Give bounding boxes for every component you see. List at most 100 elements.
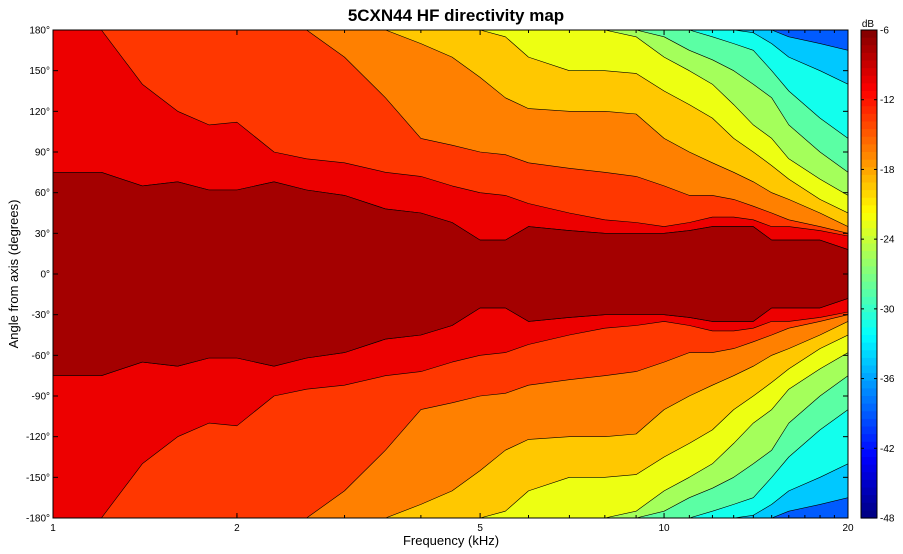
colorbar-segment [861,213,877,222]
colorbar-segment [861,335,877,344]
colorbar-tick-label: -18 [880,165,895,176]
chart-title: 5CXN44 HF directivity map [348,6,564,25]
colorbar-segment [861,106,877,115]
colorbar-segment [861,60,877,69]
x-tick-label: 5 [477,523,483,534]
colorbar-segment [861,174,877,184]
colorbar-segment [861,502,877,511]
colorbar-segment [861,83,877,92]
plot-area [53,30,848,518]
colorbar-segment [861,289,877,298]
colorbar-segment [861,418,877,428]
colorbar-segment [861,472,877,481]
y-tick-label: 30° [35,229,50,240]
y-tick-label: -180° [26,514,50,525]
colorbar-segment [861,487,877,496]
axes-frame: 1 2 5 10 20 -180° -150° -120° -90° -60° -30° 0° 30° 6… [26,26,854,535]
colorbar-segment [861,296,877,306]
colorbar-segment [861,121,877,130]
colorbar-segment [861,449,877,458]
colorbar-segment [861,68,877,77]
colorbar-tick-label: -36 [880,374,895,385]
colorbar-segment [861,327,877,336]
y-axis-label: Angle from axis (degrees) [6,200,21,349]
x-tick-label: 1 [50,523,56,534]
colorbar-segment [861,266,877,275]
colorbar-segment [861,457,877,466]
y-tick-label: 60° [35,188,50,199]
colorbar-segment [861,235,877,245]
colorbar-segment [861,113,877,123]
colorbar-segment [861,167,877,176]
colorbar-segment [861,411,877,420]
colorbar-segment [861,434,877,443]
colorbar-tick-label: -42 [880,444,895,455]
colorbar-segment [861,426,877,435]
colorbar-segment [861,365,877,374]
colorbar-border [860,29,878,519]
colorbar-segment [861,190,877,199]
colorbar-unit-label: dB [862,19,875,30]
colorbar-segment [861,357,877,367]
colorbar-segment [861,136,877,145]
y-tick-label: -120° [26,432,50,443]
y-tick-label: -90° [32,392,50,403]
colorbar-segment [861,98,877,107]
x-tick-label: 20 [842,523,854,534]
colorbar-segment [861,258,877,267]
colorbar-segment [861,274,877,283]
colorbar-segment [861,373,877,382]
colorbar-segment [861,403,877,412]
colorbar-segment [861,251,877,260]
colorbar-segment [861,220,877,229]
colorbar-segment [861,380,877,389]
colorbar-segment [861,319,877,328]
colorbar-tick-label: -24 [880,235,895,246]
colorbar-tick-label: -6 [880,26,889,37]
colorbar-segment [861,342,877,351]
colorbar-segment [861,243,877,252]
colorbar-segment [861,205,877,214]
colorbar-segment [861,441,877,450]
colorbar-segment [861,228,877,237]
colorbar-segment [861,479,877,489]
colorbar-segment [861,144,877,153]
colorbar-tick-label: -48 [880,514,895,525]
colorbar-segment [861,152,877,161]
colorbar-segment [861,464,877,473]
colorbar-segment [861,30,877,39]
colorbar-segment [861,52,877,62]
y-tick-label: -150° [26,473,50,484]
colorbar-segment [861,91,877,100]
colorbar-segment [861,197,877,206]
colorbar-segment [861,129,877,138]
colorbar-tick-label: -12 [880,95,895,106]
y-tick-label: 90° [35,148,50,159]
colorbar-segment [861,37,877,46]
y-tick-label: 120° [29,107,50,118]
colorbar-tick-label: -30 [880,304,895,315]
y-tick-label: 180° [29,26,50,37]
y-tick-label: 0° [40,270,50,281]
colorbar-segment [861,304,877,313]
x-tick-label: 2 [234,523,240,534]
colorbar-segment [861,281,877,290]
colorbar-segment [861,510,877,519]
y-tick-label: -30° [32,310,50,321]
colorbar-segment [861,388,877,397]
y-tick-label: 150° [29,66,50,77]
x-axis-label: Frequency (kHz) [403,533,499,548]
x-tick-label: 10 [658,523,670,534]
colorbar-segment [861,75,877,84]
colorbar-segment [861,396,877,405]
y-tick-label: -60° [32,351,50,362]
contour-fill-group [53,30,848,518]
colorbar-segment [861,495,877,504]
colorbar-segment [861,45,877,54]
colorbar-segment [861,159,877,168]
colorbar-segment [861,350,877,359]
colorbar-segment [861,182,877,191]
colorbar: -6 -12 -18 -24 -30 -36 -42 -48 [860,26,895,525]
colorbar-segment [861,312,877,321]
